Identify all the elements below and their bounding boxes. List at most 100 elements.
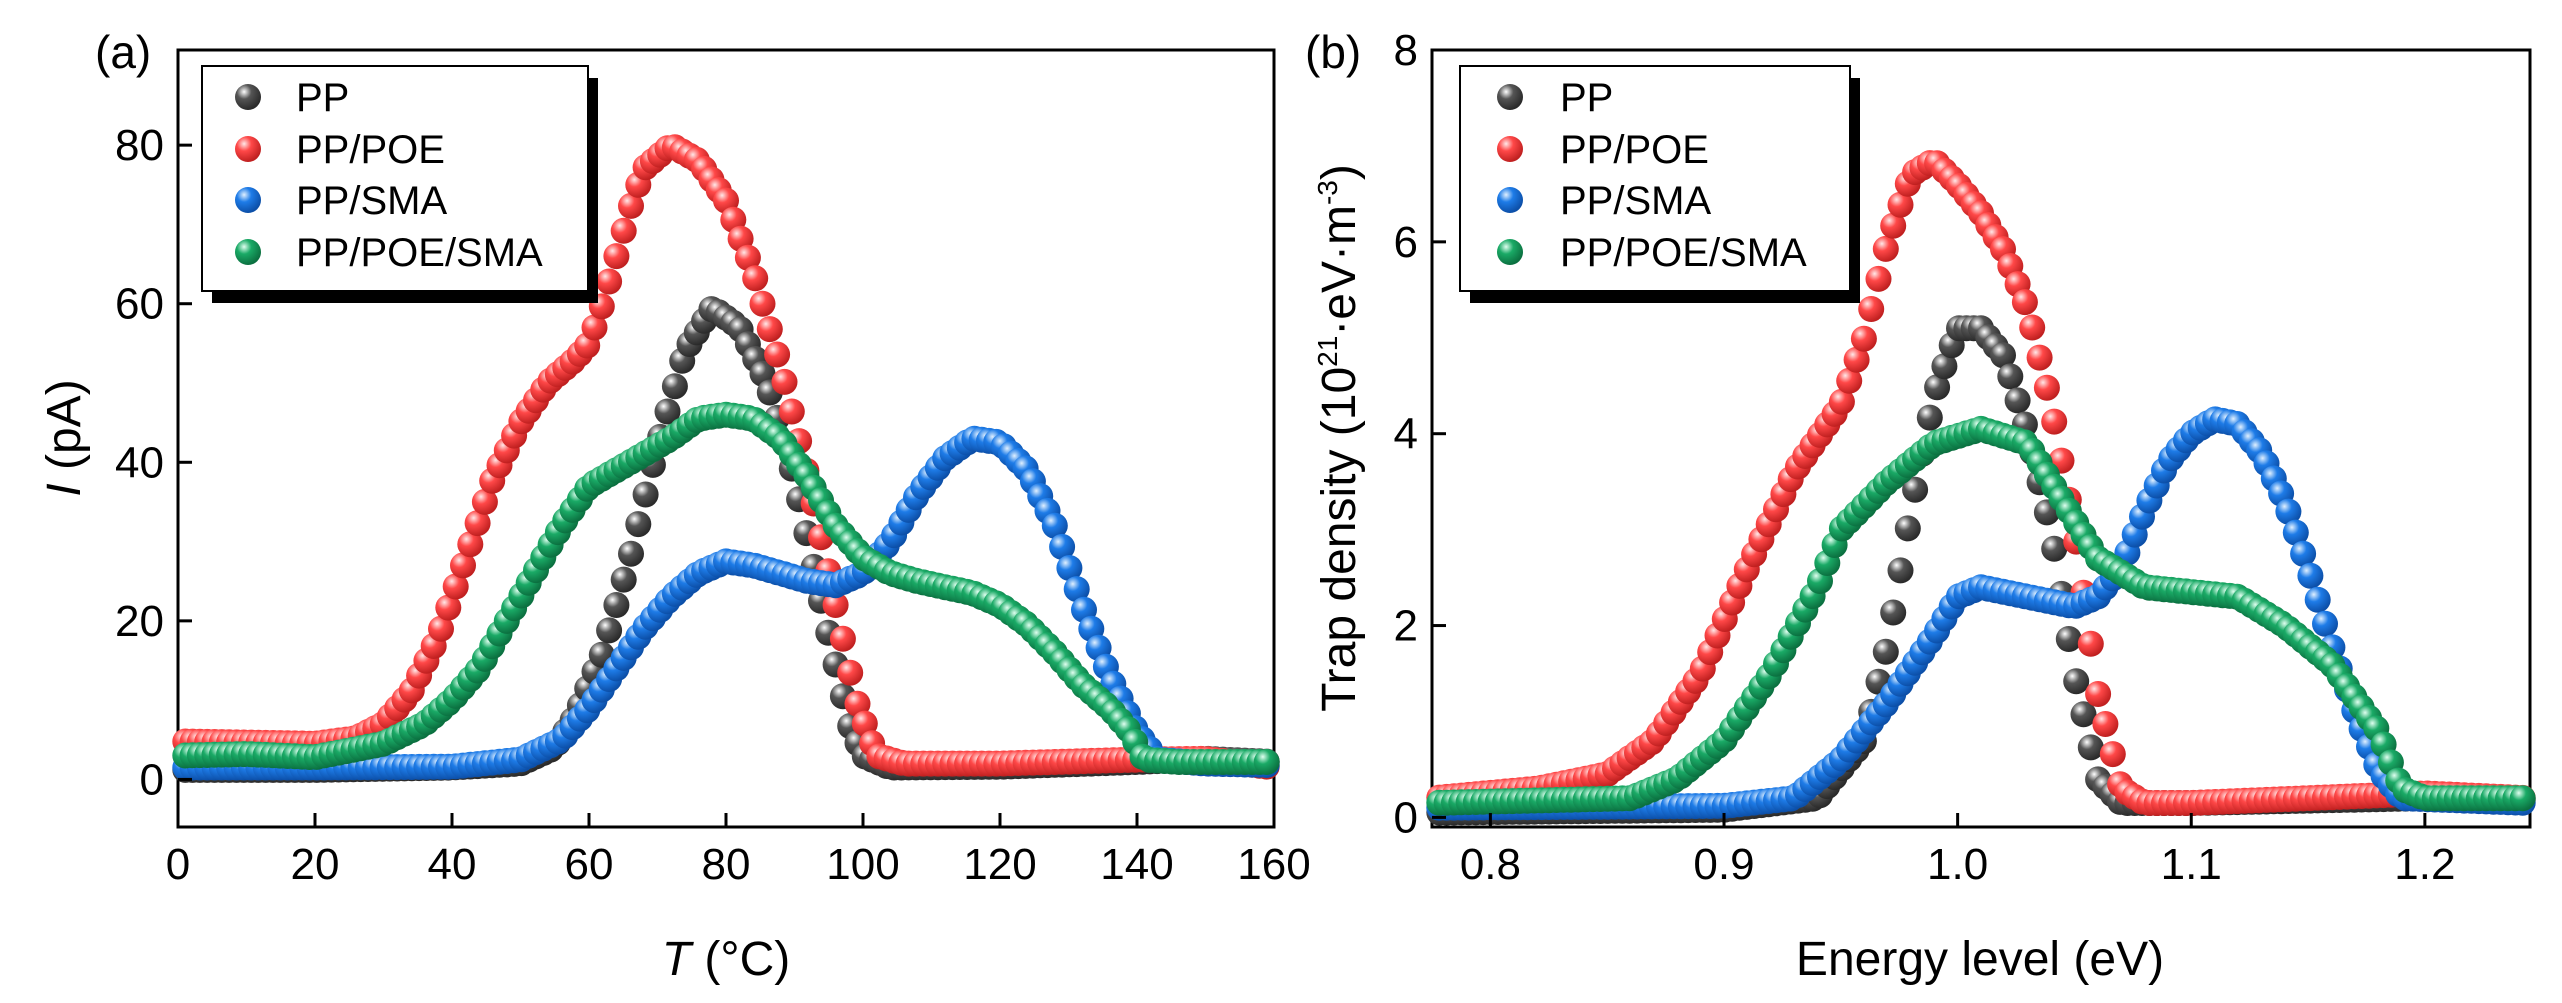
data-point-pp-poe-sma bbox=[1253, 749, 1280, 775]
data-point-pp bbox=[661, 373, 688, 400]
legend-marker-pp-poe-b bbox=[1497, 136, 1523, 162]
y-tick-label-b: 4 bbox=[1394, 410, 1418, 459]
data-point-pp-poe bbox=[1872, 235, 1899, 262]
y-tick-label-b: 0 bbox=[1394, 793, 1418, 842]
data-point-pp-poe bbox=[457, 531, 484, 558]
data-point-pp-poe bbox=[464, 510, 491, 537]
legend-label-pp-sma-b: PP/SMA bbox=[1560, 179, 1711, 223]
legend-marker-pp-sma-b bbox=[1497, 187, 1523, 213]
y-tick-label-a: 0 bbox=[140, 755, 164, 804]
data-point-pp bbox=[610, 566, 637, 593]
data-point-pp bbox=[1887, 557, 1914, 584]
data-point-pp-poe bbox=[1858, 296, 1885, 322]
data-point-pp-poe bbox=[581, 314, 608, 341]
data-point-pp-poe bbox=[771, 368, 798, 395]
x-tick-label-a: 160 bbox=[1237, 840, 1310, 889]
data-point-pp bbox=[2055, 626, 2082, 652]
data-point-pp bbox=[2063, 668, 2090, 695]
legend-marker-pp-poe-sma-b bbox=[1497, 239, 1523, 265]
data-point-pp-sma bbox=[1063, 576, 1090, 603]
data-point-pp bbox=[2041, 535, 2068, 562]
y-tick-label-a: 60 bbox=[115, 280, 164, 329]
data-point-pp bbox=[1990, 342, 2016, 369]
x-tick-label-a: 40 bbox=[428, 840, 477, 889]
legend-label-pp-poe-sma-b: PP/POE/SMA bbox=[1560, 231, 1807, 275]
series-pp-poe-sma-a bbox=[172, 401, 1280, 775]
data-point-pp-poe bbox=[2041, 408, 2068, 435]
x-tick-label-a: 100 bbox=[826, 840, 899, 889]
data-point-pp-poe bbox=[851, 710, 878, 737]
legend-b: PP PP/POE PP/SMA PP/POE/SMA bbox=[1459, 65, 1860, 303]
data-point-pp-poe bbox=[2099, 741, 2126, 768]
data-point-pp-poe bbox=[1828, 388, 1855, 415]
legend-box-b bbox=[1459, 65, 1851, 292]
data-point-pp-poe bbox=[2033, 374, 2060, 401]
legend-label-pp-poe-a: PP/POE bbox=[296, 128, 445, 172]
data-point-pp bbox=[1916, 404, 1943, 431]
data-point-pp-poe bbox=[610, 217, 637, 244]
x-axis-title-b: Energy level (eV) bbox=[1796, 933, 2164, 986]
data-point-pp-poe bbox=[1843, 346, 1870, 373]
data-point-pp bbox=[1872, 638, 1899, 665]
x-tick-label-a: 20 bbox=[291, 840, 340, 889]
data-point-pp bbox=[1894, 515, 1921, 542]
legend-label-pp-poe-sma-a: PP/POE/SMA bbox=[296, 231, 543, 275]
data-point-pp-sma bbox=[1049, 533, 1076, 560]
data-point-pp bbox=[1931, 353, 1958, 380]
legend-marker-pp-a bbox=[235, 84, 261, 110]
x-tick-label-b: 0.8 bbox=[1460, 840, 1521, 889]
y-tick-label-b: 6 bbox=[1394, 218, 1418, 267]
data-point-pp-poe bbox=[756, 316, 783, 343]
data-point-pp bbox=[2070, 701, 2097, 728]
y-axis-title-a: I (pA) bbox=[38, 379, 91, 496]
data-point-pp bbox=[632, 481, 659, 508]
x-tick-label-a: 0 bbox=[166, 840, 190, 889]
data-point-pp-poe bbox=[749, 290, 776, 317]
data-point-pp-poe bbox=[1836, 367, 1863, 394]
data-point-pp bbox=[1880, 599, 1907, 626]
data-point-pp-sma bbox=[2304, 586, 2331, 613]
data-point-pp-poe bbox=[829, 625, 856, 652]
data-points-a bbox=[172, 134, 1280, 783]
legend-label-pp-poe-b: PP/POE bbox=[1560, 128, 1709, 172]
legend-box-a bbox=[201, 65, 589, 292]
data-point-pp-poe bbox=[1865, 265, 1892, 292]
data-point-pp-poe-sma bbox=[2509, 785, 2536, 812]
data-point-pp-poe bbox=[2011, 289, 2038, 316]
x-tick-label-b: 1.0 bbox=[1927, 840, 1988, 889]
series-pp-poe-sma-b bbox=[1426, 415, 2536, 816]
panel-label-b: (b) bbox=[1305, 26, 1361, 78]
data-point-pp bbox=[2077, 734, 2104, 761]
data-point-pp bbox=[603, 592, 630, 618]
data-point-pp-sma bbox=[2312, 610, 2338, 637]
legend-a: PP PP/POE PP/SMA PP/POE/SMA bbox=[201, 65, 598, 303]
data-point-pp-poe bbox=[2019, 314, 2046, 341]
y-tick-label-a: 80 bbox=[115, 121, 164, 170]
chart-panel-b: 0.8 0.9 1.0 1.1 1.2 0 2 4 6 8 (b) Energy level (e… bbox=[1305, 26, 2536, 986]
data-point-pp-poe bbox=[734, 244, 761, 271]
data-point-pp-sma bbox=[2290, 540, 2317, 567]
y-tick-label-b: 2 bbox=[1394, 602, 1418, 651]
series-pp-sma-b bbox=[1426, 406, 2536, 821]
plot-frame-b bbox=[1430, 48, 2532, 829]
x-tick-label-a: 140 bbox=[1100, 840, 1173, 889]
data-point-pp-poe bbox=[1850, 325, 1877, 352]
y-tick-label-a: 20 bbox=[115, 597, 164, 646]
data-point-pp-poe bbox=[742, 265, 769, 292]
data-point-pp bbox=[618, 540, 644, 567]
data-point-pp-poe bbox=[764, 341, 791, 368]
data-point-pp-poe bbox=[596, 268, 623, 295]
data-point-pp-poe bbox=[471, 488, 498, 515]
data-point-pp-sma bbox=[2282, 519, 2309, 546]
x-tick-label-a: 60 bbox=[565, 840, 614, 889]
data-point-pp-sma bbox=[2275, 498, 2302, 525]
data-point-pp-poe bbox=[844, 690, 871, 717]
y-axis-title-b: Trap density (1021·eV·m-3) bbox=[1312, 164, 1366, 712]
x-tick-label-b: 1.2 bbox=[2394, 840, 2455, 889]
data-point-pp bbox=[596, 617, 623, 644]
y-tick-label-b: 8 bbox=[1394, 26, 1418, 75]
legend-label-pp-sma-a: PP/SMA bbox=[296, 179, 447, 223]
data-point-pp bbox=[1902, 476, 1929, 503]
data-point-pp-sma bbox=[1041, 512, 1068, 539]
